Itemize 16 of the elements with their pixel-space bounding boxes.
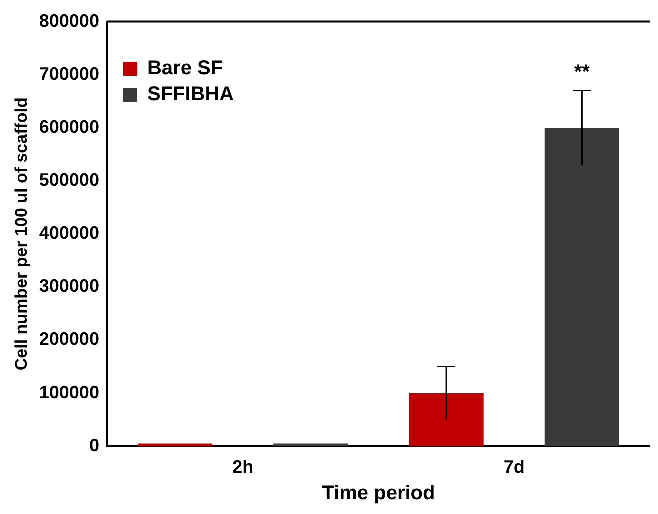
y-axis-title: Cell number per 100 ul of scaffold — [12, 98, 31, 371]
y-tick-label: 500000 — [39, 170, 100, 190]
y-tick-label: 0 — [89, 435, 100, 456]
legend-label: Bare SF — [147, 58, 224, 80]
y-tick-label: 400000 — [39, 223, 100, 244]
y-tick-label: 800000 — [39, 10, 100, 31]
y-tick-label: 600000 — [39, 116, 100, 137]
y-tick-label: 100000 — [39, 382, 100, 402]
x-tick-label: 7d — [504, 457, 525, 478]
legend-label: SFFIBHA — [147, 84, 234, 106]
y-tick-label: 200000 — [39, 329, 100, 350]
x-axis-title: Time period — [322, 482, 436, 505]
x-tick-label: 2h — [232, 457, 254, 478]
y-tick-label: 300000 — [39, 276, 100, 296]
annotation: ** — [574, 61, 590, 84]
y-tick-label: 700000 — [39, 64, 100, 84]
